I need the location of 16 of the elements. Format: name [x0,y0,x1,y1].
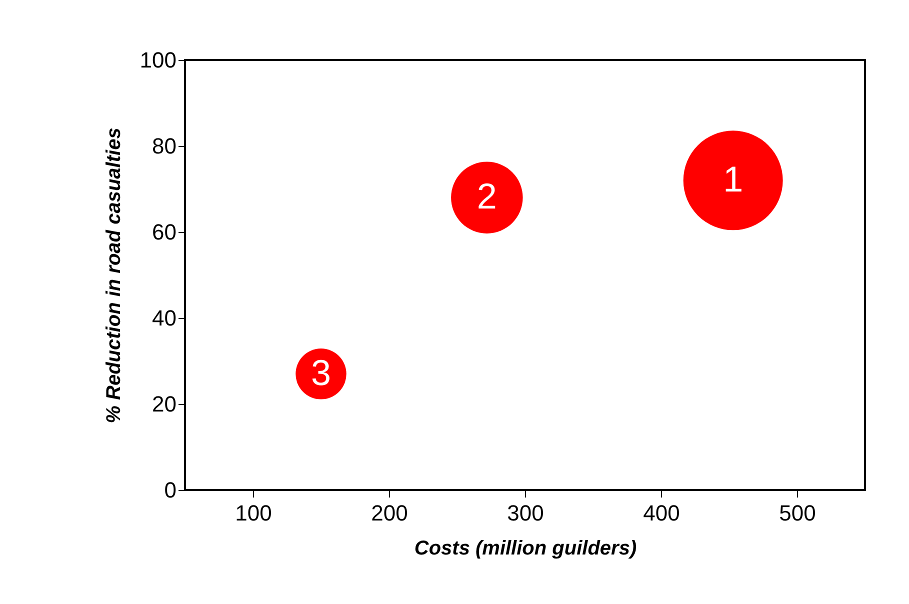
y-tick-label: 80 [152,134,176,158]
annotation: 3 [310,352,332,393]
y-tick-label: 20 [152,392,176,416]
y-tick-label: 60 [152,220,176,244]
annotation: 1 [723,158,744,200]
x-tick-label: 400 [643,500,680,526]
annotation: 2 [476,176,497,217]
y-tick-label: 100 [140,48,176,72]
x-axis-title: Costs (million guilders) [414,538,637,560]
y-tick-label: 40 [152,306,176,330]
x-tick-label: 500 [779,500,816,526]
y-tick-label: 0 [164,478,176,502]
y-axis-title: % Reduction in road casualties [102,128,125,424]
x-tick-label: 200 [371,500,408,526]
x-tick-label: 300 [507,500,544,526]
x-tick-label: 100 [235,500,272,526]
